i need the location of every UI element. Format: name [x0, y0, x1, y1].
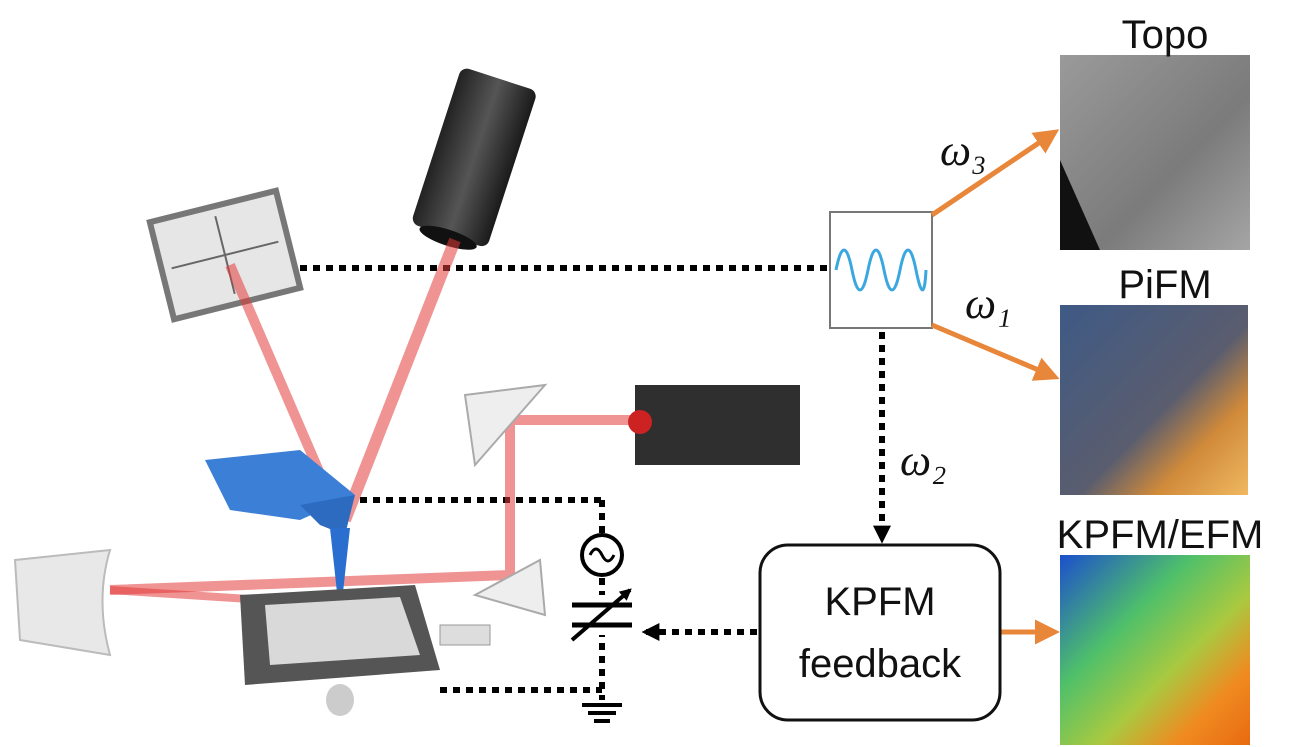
laser-beam — [345, 240, 455, 520]
laser-head — [408, 67, 538, 258]
feedback-text: KPFM — [824, 580, 935, 624]
ir-laser — [635, 385, 800, 465]
frequency-label: ω₂ — [900, 436, 946, 485]
sample — [265, 597, 420, 665]
photodetector — [150, 191, 300, 319]
pifm-image — [1060, 305, 1248, 495]
laser-aperture — [628, 410, 652, 434]
frequency-label: ω₃ — [940, 126, 986, 175]
feedback-text: feedback — [799, 642, 962, 686]
diagram: Topo PiFM KPFM/EFM ω₃ ω₁ ω₂ KPFM feedbac… — [0, 0, 1303, 747]
kpfm-image — [1060, 555, 1250, 745]
parabolic-mirror — [15, 550, 110, 655]
panel-label: Topo — [1122, 13, 1209, 57]
panel-label: KPFM/EFM — [1057, 513, 1264, 557]
stage-screw — [440, 625, 490, 645]
arrow — [932, 325, 1055, 377]
feedback-box — [760, 545, 1000, 720]
panel-label: PiFM — [1118, 263, 1211, 307]
frequency-label: ω₁ — [965, 279, 1011, 328]
topo-image — [1060, 55, 1250, 250]
stage-knob — [326, 684, 354, 716]
